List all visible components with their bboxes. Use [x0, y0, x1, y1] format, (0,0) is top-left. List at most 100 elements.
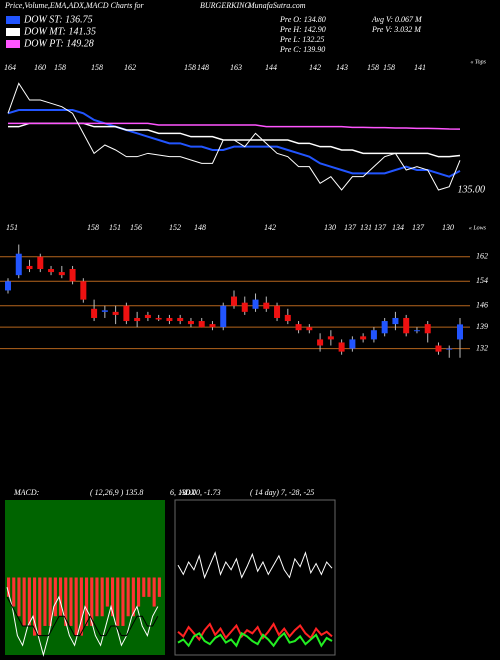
legend-label: DOW ST: 136.75	[23, 14, 93, 25]
stat: Pre V: 3.032 M	[371, 25, 422, 34]
low-value: 156	[130, 223, 142, 232]
low-value: 134	[392, 223, 404, 232]
candle-body	[144, 314, 151, 318]
macd-line	[6, 587, 159, 657]
candle-body	[198, 321, 205, 328]
signal-line	[6, 596, 159, 637]
stat: Pre C: 139.90	[279, 45, 325, 54]
macd-bar	[121, 577, 125, 626]
adx-params: ( 14 day) 7, -28, -25	[250, 488, 314, 497]
candle-body	[48, 269, 55, 273]
low-value: 137	[412, 223, 425, 232]
candle-body	[252, 299, 259, 309]
macd-bar	[53, 577, 57, 617]
y-tick-label: 146	[476, 301, 488, 310]
macd-bar	[7, 577, 11, 597]
candle-body	[241, 302, 248, 312]
y-tick-label: 154	[476, 276, 488, 285]
candle-body	[26, 265, 33, 270]
candle-body	[187, 321, 194, 325]
candle-body	[317, 339, 324, 346]
legend-label: DOW MT: 141.35	[23, 26, 96, 37]
lows-label: « Lows	[469, 225, 487, 231]
candle-body	[349, 339, 356, 349]
low-value: 158	[87, 223, 99, 232]
macd-bar	[85, 577, 89, 626]
candle-body	[274, 305, 281, 318]
candle-body	[327, 336, 334, 340]
macd-bar	[22, 577, 26, 626]
price-line	[7, 82, 461, 191]
candle-body	[360, 336, 367, 340]
macd-bar	[38, 577, 42, 636]
macd-bar	[105, 577, 109, 607]
candle-body	[306, 327, 313, 331]
macd-bar	[157, 577, 161, 597]
macd-bar	[69, 577, 73, 626]
candle-body	[403, 317, 410, 334]
low-value: 130	[442, 223, 454, 232]
low-value: 152	[169, 223, 181, 232]
legend-swatch	[6, 40, 20, 48]
candle-body	[381, 321, 388, 334]
top-value: 160	[34, 63, 46, 72]
candle-body	[295, 324, 302, 331]
top-value: 158	[91, 63, 103, 72]
site: MunafaSutra.com	[247, 1, 306, 10]
candle-body	[134, 317, 141, 322]
macd-bar	[43, 577, 47, 626]
macd-bar	[137, 577, 141, 607]
top-value: 141	[414, 63, 426, 72]
tops-label: « Tops	[470, 59, 486, 65]
candle-body	[209, 324, 216, 328]
macd-bar	[111, 577, 115, 617]
adx-line	[177, 551, 333, 580]
low-value: 137	[344, 223, 357, 232]
macd-bar	[74, 577, 78, 636]
candle-body	[123, 305, 130, 322]
top-value: 148	[197, 63, 209, 72]
macd-bar	[100, 577, 104, 617]
adx-line	[177, 622, 333, 642]
top-value: 142	[309, 63, 321, 72]
macd-bar	[64, 577, 68, 626]
macd-values: 6, 130.00, -1.73	[170, 488, 221, 497]
last-price: 135.00	[458, 184, 486, 195]
top-value: 163	[230, 63, 242, 72]
macd-bar	[147, 577, 151, 597]
macd-params: ( 12,26,9 ) 135.8	[90, 488, 143, 497]
candle-body	[338, 342, 345, 352]
candle-body	[424, 324, 431, 334]
macd-bar	[95, 577, 99, 617]
top-value: 158	[383, 63, 395, 72]
candle-body	[457, 324, 463, 340]
y-tick-label: 139	[476, 322, 488, 331]
candle-body	[263, 302, 270, 309]
low-value: 131	[360, 223, 372, 232]
legend-label: DOW PT: 149.28	[23, 38, 94, 49]
ema-line	[7, 109, 461, 178]
candle-body	[435, 345, 442, 352]
macd-bar	[116, 577, 120, 626]
low-value: 151	[109, 223, 121, 232]
candle-body	[177, 317, 184, 322]
macd-bar	[17, 577, 21, 617]
macd-bar	[90, 577, 94, 626]
macd-bar	[142, 577, 146, 597]
top-value: 144	[265, 63, 277, 72]
macd-bar	[48, 577, 52, 626]
candle-body	[101, 310, 108, 312]
stat: Pre O: 134.80	[279, 15, 326, 24]
adx-label: ADX	[179, 488, 197, 497]
candle-body	[155, 317, 162, 320]
legend-swatch	[6, 28, 20, 36]
macd-bar	[27, 577, 31, 626]
macd-label: MACD:	[13, 488, 40, 497]
title: Price,Volume,EMA,ADX,MACD Charts for	[4, 1, 145, 10]
legend-swatch	[6, 16, 20, 24]
candle-body	[15, 253, 22, 276]
candle-body	[284, 314, 291, 322]
ema-line	[8, 122, 461, 130]
adx-panel	[174, 499, 336, 656]
low-value: 130	[324, 223, 336, 232]
